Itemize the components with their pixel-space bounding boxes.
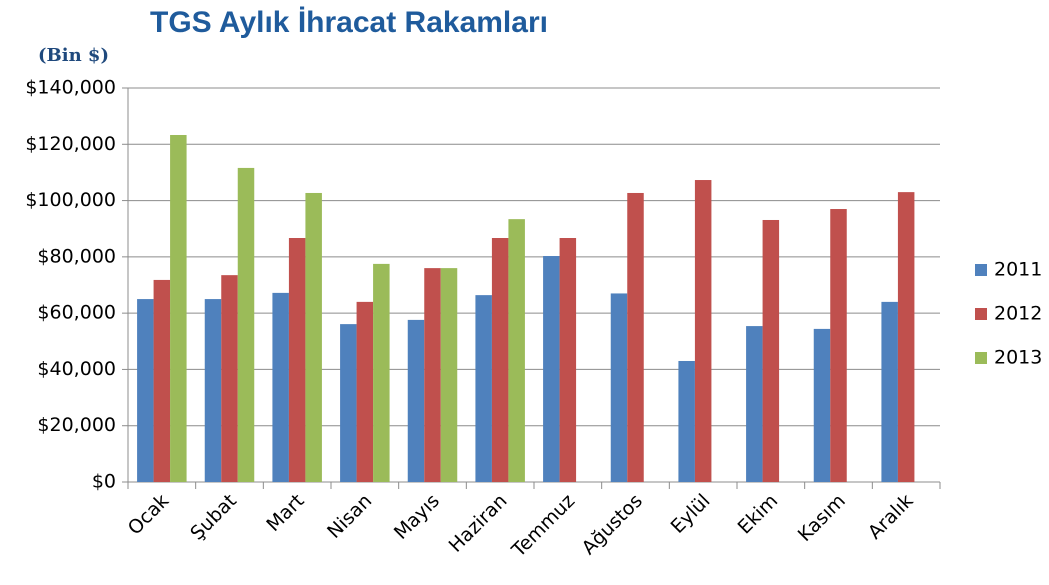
y-tick-label: $60,000	[37, 302, 116, 324]
bar	[813, 328, 831, 482]
y-axis-label: (Bin $)	[38, 45, 109, 66]
bar	[881, 301, 898, 482]
bar	[491, 238, 509, 482]
legend-swatch	[975, 308, 987, 320]
x-tick-label: Mart	[262, 490, 308, 536]
x-tick-label: Haziran	[445, 490, 512, 557]
bar	[204, 299, 222, 482]
legend-label: 2011	[994, 259, 1042, 281]
y-tick-label: $80,000	[37, 245, 116, 267]
chart-title: TGS Aylık İhracat Rakamları	[150, 6, 548, 39]
bar	[762, 219, 780, 483]
bar	[305, 192, 322, 483]
legend-label: 2013	[994, 347, 1042, 369]
bar	[830, 209, 847, 482]
bar	[610, 293, 628, 482]
y-tick-label: $100,000	[25, 189, 116, 211]
bar	[373, 263, 390, 482]
bar	[694, 180, 712, 482]
bar	[407, 319, 425, 482]
bar	[137, 299, 154, 482]
bar	[340, 324, 357, 482]
x-tick-label: Ekim	[734, 490, 783, 539]
bar	[508, 219, 525, 482]
y-tick-label: $140,000	[25, 77, 116, 99]
bar	[543, 256, 560, 482]
bar	[288, 238, 306, 482]
x-tick-label: Kasım	[794, 490, 850, 546]
x-tick-label: Mayıs	[390, 490, 444, 544]
legend-swatch	[975, 352, 987, 364]
bar	[475, 295, 492, 482]
x-tick-label: Ocak	[124, 490, 174, 540]
bar	[356, 301, 374, 482]
bar	[237, 167, 255, 482]
y-tick-label: $20,000	[37, 414, 116, 436]
bar	[746, 326, 763, 482]
bar	[170, 134, 187, 482]
y-tick-label: $120,000	[25, 133, 116, 155]
x-tick-label: Nisan	[323, 490, 376, 543]
bar	[627, 192, 644, 483]
bar	[272, 292, 289, 482]
bar	[559, 238, 577, 482]
y-tick-label: $40,000	[37, 358, 116, 380]
bar	[424, 268, 441, 482]
bar	[221, 275, 238, 482]
bar	[153, 279, 171, 482]
x-tick-label: Temmuz	[507, 490, 579, 562]
y-tick-label: $0	[92, 471, 116, 493]
bar	[440, 268, 458, 482]
legend-swatch	[975, 264, 987, 276]
bar	[897, 192, 915, 482]
x-tick-label: Aralık	[864, 490, 918, 544]
x-tick-label: Ağustos	[578, 490, 647, 559]
legend-label: 2012	[994, 303, 1042, 325]
x-tick-label: Eylül	[667, 490, 715, 538]
bar	[678, 360, 695, 482]
x-tick-label: Şubat	[186, 490, 241, 545]
